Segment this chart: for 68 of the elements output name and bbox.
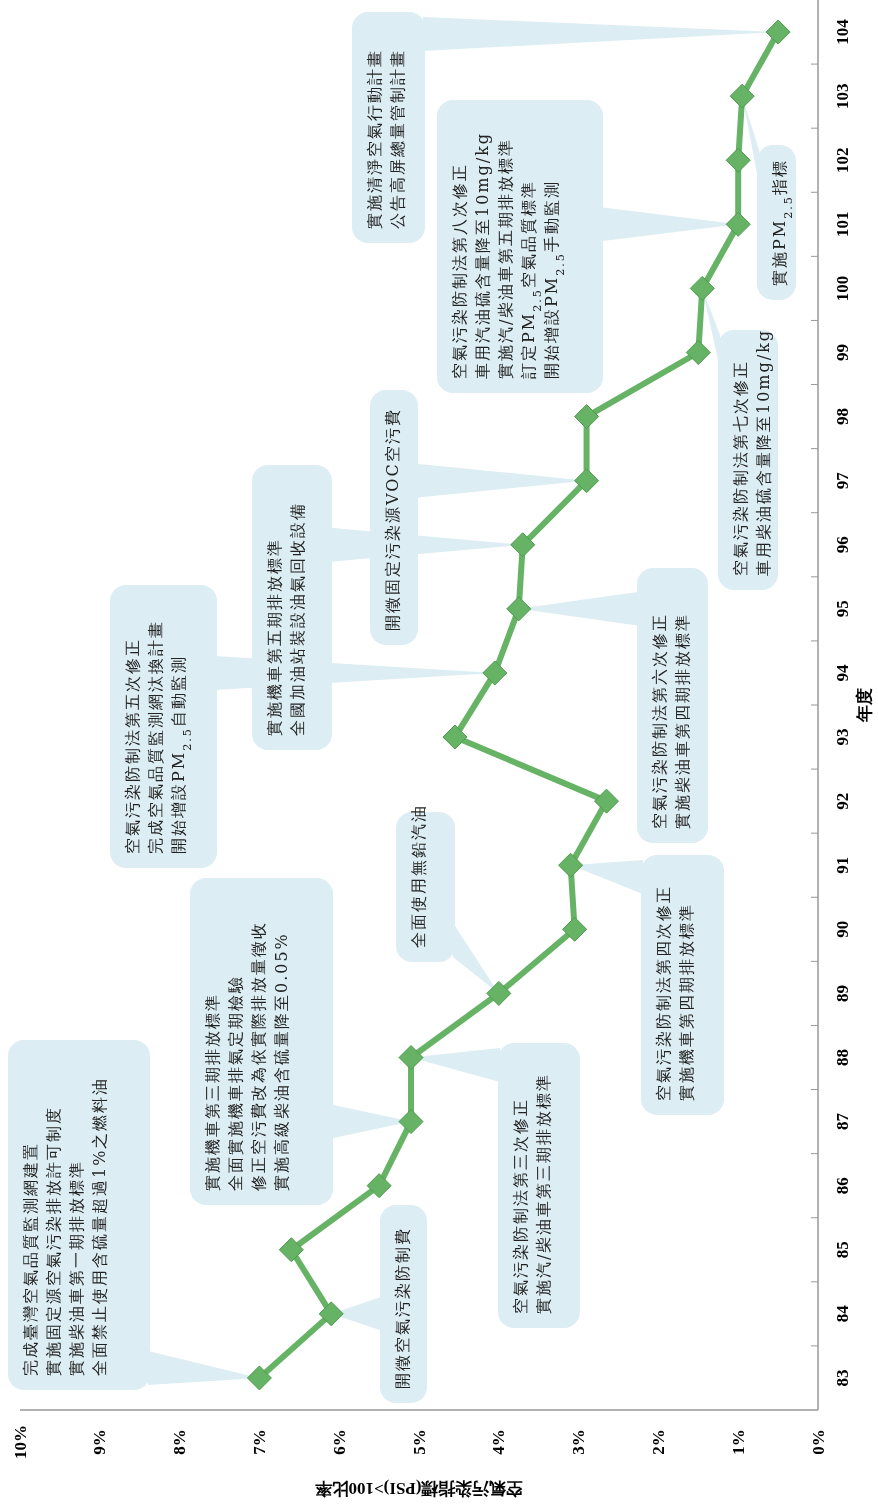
x-tick-label: 8% <box>170 1429 190 1455</box>
point <box>558 852 584 878</box>
x-tick-label: 1% <box>728 1429 748 1455</box>
y-tick-label: 100 <box>832 275 852 302</box>
y-tick-label: 90 <box>832 920 852 938</box>
annotation: 實施清淨空氣行動計畫公告高屏總量管制計畫 <box>365 49 407 229</box>
point <box>594 788 620 814</box>
point <box>685 340 711 365</box>
point <box>562 916 588 942</box>
y-tick-label: 102 <box>832 147 852 173</box>
x-tick-label: 6% <box>329 1429 349 1455</box>
point <box>486 980 512 1006</box>
y-tick-label: 104 <box>832 18 852 45</box>
point <box>510 532 536 558</box>
y-tick-label: 95 <box>832 600 852 618</box>
annotation: 空氣污染防制法第四次修正實施機車第四期排放標準 <box>654 885 696 1101</box>
y-tick-label: 84 <box>832 1304 852 1323</box>
point <box>278 1237 304 1263</box>
annotation: 實施機車第五期排放標準全國加油站裝設油氣回收設備 <box>265 502 307 736</box>
y-tick-label: 96 <box>832 536 852 554</box>
x-tick-label: 2% <box>648 1429 668 1455</box>
point <box>318 1301 344 1327</box>
point <box>398 1045 424 1070</box>
point <box>246 1365 272 1391</box>
y-tick-label: 91 <box>832 856 852 874</box>
y-tick-label: 99 <box>832 344 852 361</box>
y-tick-label: 86 <box>832 1177 852 1195</box>
x-axis-title: 空氣污染指標(PSI)>100比率 <box>314 1478 524 1498</box>
point <box>574 468 600 494</box>
point <box>765 19 791 45</box>
point <box>729 83 755 109</box>
y-tick-label: 94 <box>832 663 852 682</box>
x-tick-label: 5% <box>409 1429 429 1455</box>
x-tick-label: 10% <box>10 1425 30 1459</box>
point <box>398 1109 424 1135</box>
annotation: 開徵空氣污染防制費 <box>393 1227 412 1389</box>
x-tick-label: 9% <box>90 1429 110 1455</box>
y-tick-label: 88 <box>832 1049 852 1066</box>
point <box>725 211 751 237</box>
annotation: 空氣污染防制法第六次修正實施柴油車第四期排放標準 <box>650 613 692 829</box>
point <box>689 275 715 301</box>
y-tick-label: 83 <box>832 1369 852 1387</box>
y-tick-label: 87 <box>832 1112 852 1131</box>
point <box>506 596 532 622</box>
y-tick-label: 85 <box>832 1241 852 1259</box>
y-tick-label: 103 <box>832 83 852 109</box>
point <box>482 660 508 686</box>
y-tick-label: 101 <box>832 211 852 238</box>
y-tick-label: 92 <box>832 792 852 810</box>
y-tick-label: 89 <box>832 984 852 1002</box>
annotation: 空氣污染防制法第三次修正實施汽/柴油車第三期排放標準 <box>511 1072 553 1314</box>
x-tick-label: 7% <box>249 1429 269 1455</box>
y-axis-title: 年度 <box>854 688 874 723</box>
x-tick-label: 3% <box>569 1429 589 1455</box>
annotation: 全面使用無鉛汽油 <box>409 804 428 948</box>
x-tick-label: 4% <box>489 1429 509 1455</box>
x-tick-label: 0% <box>808 1429 828 1455</box>
annotation: 實施機車第三期排放標準全面實施機車排氣定期檢驗修正空污費改為依實際排放量徵收實施高級柴油含硫量降至0.05% <box>203 921 291 1191</box>
y-tick-label: 98 <box>832 408 852 426</box>
point <box>442 724 468 750</box>
point <box>366 1173 392 1199</box>
annotation: 開徵固定污染源VOC空污費 <box>383 408 402 631</box>
y-tick-label: 97 <box>832 471 852 490</box>
y-tick-label: 93 <box>832 728 852 746</box>
point <box>574 404 600 430</box>
annotation: 完成臺灣空氣品質監測網建置實施固定源空氣污染排放許可制度實施柴油車第一期排放標準全面禁止使用含硫量超過1%之燃料油 <box>21 1076 109 1376</box>
point <box>725 147 751 173</box>
annotation: 空氣污染防制法第七次修正車用柴油硫含量降至10mg/kg <box>731 328 773 576</box>
